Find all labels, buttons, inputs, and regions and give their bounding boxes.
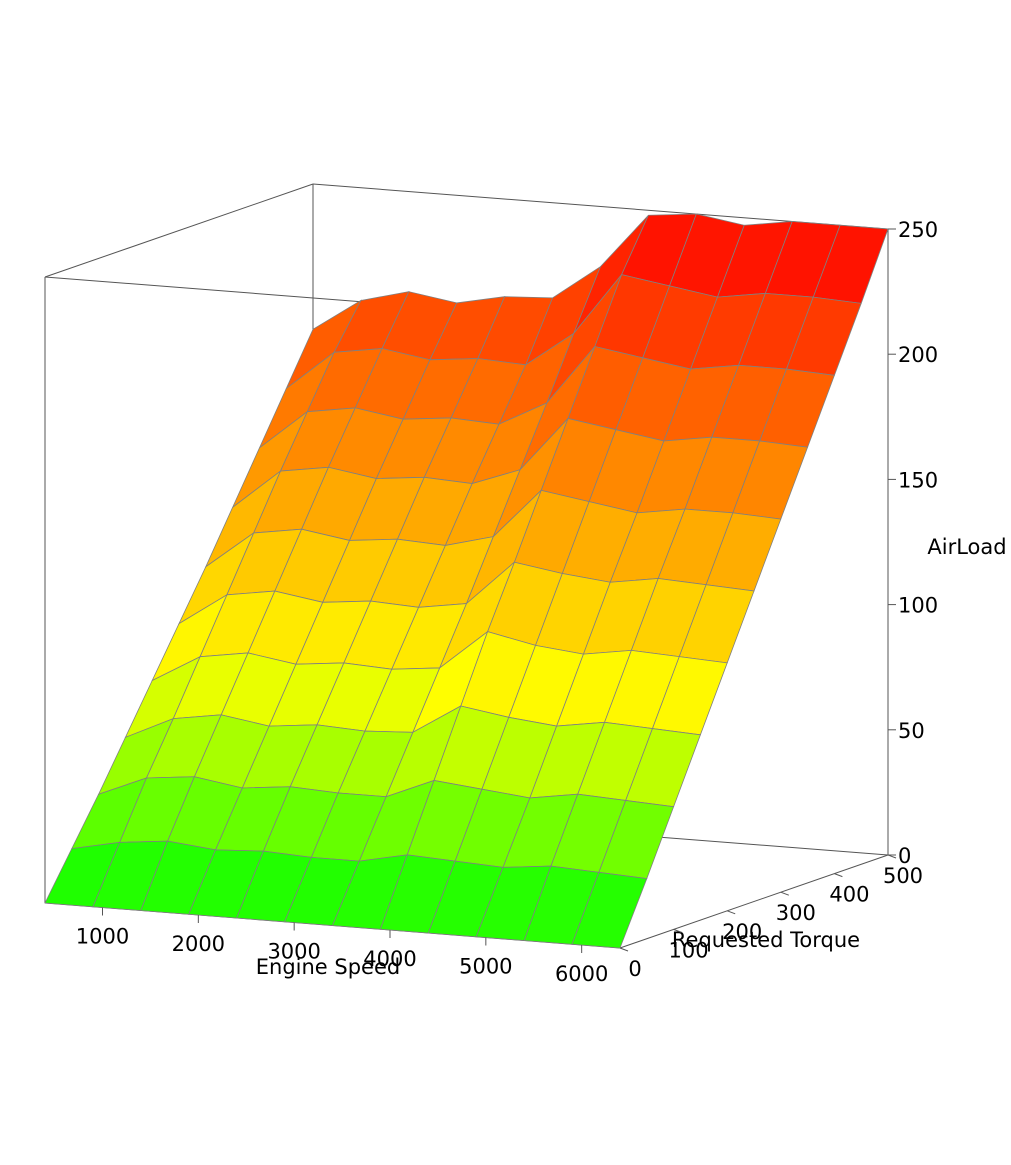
- y-tick: [834, 873, 843, 878]
- y-tick-label: 400: [829, 883, 869, 907]
- x-tick-label: 5000: [459, 955, 512, 979]
- y-tick-label: 300: [776, 901, 816, 925]
- y-tick: [673, 928, 682, 933]
- z-tick-label: 150: [898, 468, 938, 492]
- box-edge: [44, 183, 314, 278]
- z-axis-title: AirLoad: [927, 535, 1006, 559]
- y-tick: [619, 947, 629, 952]
- labels: Engine Speed Requested Torque AirLoad 10…: [76, 218, 1007, 986]
- y-tick: [727, 910, 736, 915]
- x-axis-title: Engine Speed: [256, 955, 400, 979]
- y-tick-label: 100: [669, 938, 709, 962]
- surface: [44, 213, 889, 949]
- y-tick-label: 0: [628, 957, 641, 981]
- y-tick: [780, 891, 789, 896]
- z-tick-label: 100: [898, 594, 938, 618]
- y-tick-label: 200: [722, 920, 762, 944]
- x-tick-label: 2000: [172, 932, 225, 956]
- x-tick-label: 6000: [555, 962, 608, 986]
- x-tick-label: 1000: [76, 925, 129, 949]
- z-tick-label: 250: [898, 218, 938, 242]
- z-tick-label: 50: [898, 719, 925, 743]
- y-tick-label: 500: [883, 864, 923, 888]
- x-tick-label: 3000: [267, 940, 320, 964]
- x-tick-label: 4000: [363, 947, 416, 971]
- box-edge: [619, 854, 889, 949]
- z-tick-label: 200: [898, 343, 938, 367]
- y-axis-title: Requested Torque: [672, 928, 860, 952]
- surface-cell: [571, 871, 648, 949]
- z-tick-label: 0: [898, 844, 911, 868]
